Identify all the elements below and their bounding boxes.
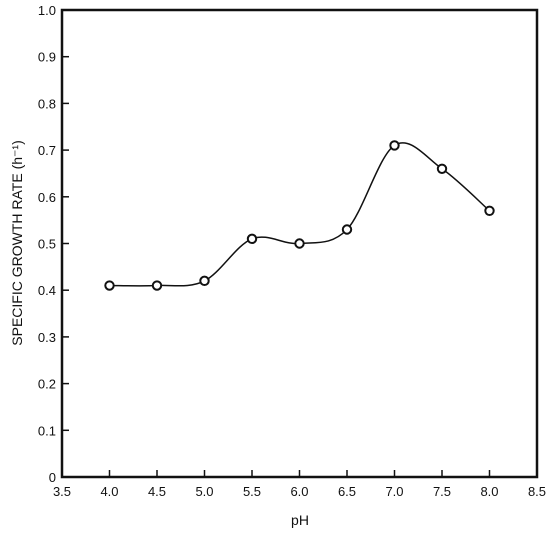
- y-tick-labels: 0 0.1 0.2 0.3 0.4 0.5 0.6 0.7 0.8 0.9 1.0: [38, 3, 56, 485]
- data-point: [246, 233, 258, 245]
- x-tick-label: 8.5: [528, 484, 546, 499]
- y-tick-label: 0.9: [38, 50, 56, 65]
- data-point: [436, 163, 448, 174]
- data-point: [199, 275, 210, 287]
- y-tick-label: 0: [49, 470, 56, 485]
- y-tick-label: 0.6: [38, 190, 56, 205]
- y-tick-label: 0.4: [38, 283, 56, 298]
- x-tick-label: 5.0: [195, 484, 213, 499]
- data-point: [294, 238, 305, 249]
- axis-ticks: [61, 9, 538, 478]
- data-point: [341, 224, 353, 235]
- y-tick-label: 0.1: [38, 423, 56, 438]
- x-tick-labels: 3.5 4.0 4.5 5.0 5.5 6.0 6.5 7.0 7.5 8.0 8.5: [53, 484, 546, 499]
- y-tick-label: 0.8: [38, 96, 56, 111]
- x-tick-label: 8.0: [480, 484, 498, 499]
- y-tick-label: 0.2: [38, 377, 56, 392]
- y-tick-label: 0.3: [38, 330, 56, 345]
- x-tick-label: 5.5: [243, 484, 261, 499]
- data-point: [389, 140, 400, 151]
- growth-rate-line: [109, 142, 490, 287]
- x-axis-label: pH: [291, 512, 309, 528]
- x-tick-label: 6.0: [290, 484, 308, 499]
- data-point: [484, 205, 495, 217]
- y-tick-label: 0.5: [38, 237, 56, 252]
- data-markers: [104, 140, 495, 291]
- x-tick-label: 4.5: [148, 484, 166, 499]
- y-tick-label: 1.0: [38, 3, 56, 18]
- x-tick-label: 3.5: [53, 484, 71, 499]
- data-point: [151, 280, 163, 291]
- x-tick-label: 6.5: [338, 484, 356, 499]
- y-axis-label: SPECIFIC GROWTH RATE (h⁻¹): [9, 140, 25, 345]
- data-point: [104, 280, 115, 291]
- x-tick-label: 7.5: [433, 484, 451, 499]
- x-tick-label: 7.0: [385, 484, 403, 499]
- y-tick-label: 0.7: [38, 143, 56, 158]
- x-tick-label: 4.0: [100, 484, 118, 499]
